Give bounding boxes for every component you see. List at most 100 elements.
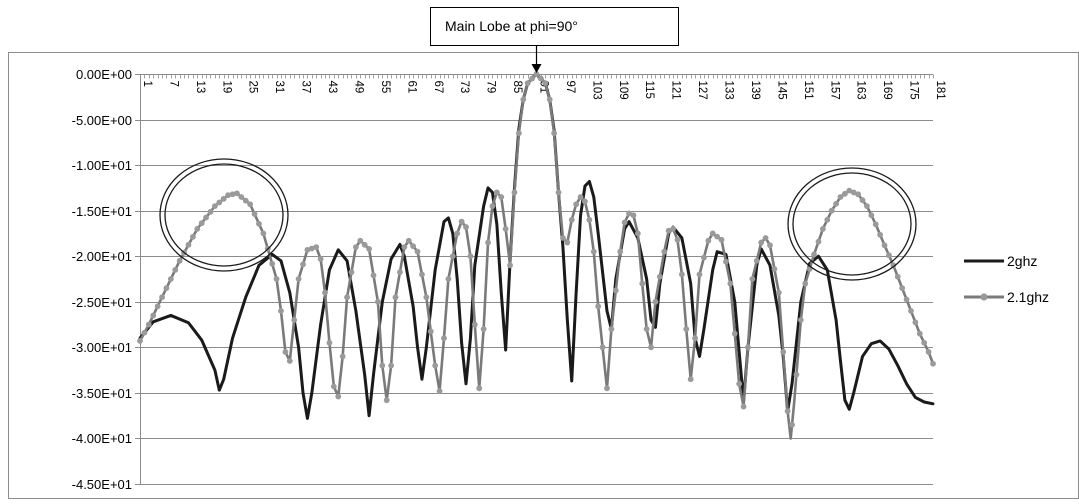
x-tick-label: 79 xyxy=(485,81,497,94)
series-point-2.1ghz xyxy=(352,244,359,251)
series-point-2.1ghz xyxy=(881,242,888,249)
legend-label-2ghz: 2ghz xyxy=(1007,253,1037,269)
series-point-2.1ghz xyxy=(599,344,606,351)
series-point-2.1ghz xyxy=(423,294,430,301)
x-tick-label: 7 xyxy=(167,81,179,87)
x-tick-label: 55 xyxy=(379,81,391,94)
series-point-2.1ghz xyxy=(758,239,765,246)
series-point-2.1ghz xyxy=(176,257,183,264)
series-point-2.1ghz xyxy=(687,376,694,383)
series-point-2.1ghz xyxy=(247,201,254,208)
series-point-2.1ghz xyxy=(401,244,408,251)
series-point-2.1ghz xyxy=(718,236,725,243)
series-point-2.1ghz xyxy=(775,289,782,296)
series-point-2.1ghz xyxy=(225,192,232,199)
series-point-2.1ghz xyxy=(930,360,936,367)
series-point-2.1ghz xyxy=(692,335,698,342)
x-tick-label: 103 xyxy=(590,81,602,100)
series-point-2.1ghz xyxy=(674,236,681,243)
series-point-2.1ghz xyxy=(436,388,443,394)
series-point-2.1ghz xyxy=(286,358,293,364)
x-tick-label: 163 xyxy=(855,81,867,100)
series-point-2.1ghz xyxy=(643,326,650,333)
series-point-2.1ghz xyxy=(811,251,817,258)
series-point-2.1ghz xyxy=(392,294,399,301)
series-point-2.1ghz xyxy=(656,273,663,280)
series-point-2.1ghz xyxy=(410,243,417,250)
series-point-2.1ghz xyxy=(194,225,201,232)
series-point-2.1ghz xyxy=(282,348,289,355)
x-tick-label: 127 xyxy=(696,81,708,100)
x-tick-label: 109 xyxy=(617,81,629,100)
series-point-2.1ghz xyxy=(789,421,795,428)
series-point-2.1ghz xyxy=(511,189,518,196)
series-point-2.1ghz xyxy=(780,348,787,355)
series-point-2.1ghz xyxy=(150,312,157,319)
series-point-2.1ghz xyxy=(366,246,372,252)
series-point-2.1ghz xyxy=(388,362,395,369)
series-point-2.1ghz xyxy=(546,96,553,103)
series-point-2.1ghz xyxy=(471,321,478,328)
series-point-2.1ghz xyxy=(634,230,641,237)
series-point-2.1ghz xyxy=(216,199,223,206)
legend: 2ghz 2.1ghz xyxy=(964,253,1049,305)
highlight-circle-right xyxy=(787,167,917,281)
series-point-2.1ghz xyxy=(189,233,196,240)
y-tick-label: -2.50E+01 xyxy=(72,295,132,310)
series-point-2.1ghz xyxy=(740,403,747,410)
series-point-2.1ghz xyxy=(326,339,333,346)
series-point-2.1ghz xyxy=(397,269,403,276)
x-tick-label: 175 xyxy=(908,81,920,100)
series-point-2.1ghz xyxy=(612,287,619,294)
series-point-2.1ghz xyxy=(322,289,328,296)
x-axis: 1 7 13 19 25 31 37 43 49 55 61 67 73 79 85 91 97 103 109 11… xyxy=(140,74,946,100)
annotation-arrow-head xyxy=(531,64,542,73)
series-point-2.1ghz xyxy=(573,201,580,208)
series-point-2.1ghz xyxy=(304,246,311,253)
series-point-2.1ghz xyxy=(850,189,857,196)
highlight-circle-left xyxy=(159,158,289,272)
series-point-2.1ghz xyxy=(890,262,897,269)
main-lobe-annotation: Main Lobe at phi=90° xyxy=(430,7,679,73)
series-point-2.1ghz xyxy=(912,319,919,326)
series-point-2.1ghz xyxy=(595,303,602,310)
series-point-2.1ghz xyxy=(220,195,227,202)
series-point-2.1ghz xyxy=(529,75,535,82)
series-point-2.1ghz xyxy=(568,216,575,223)
series-point-2.1ghz xyxy=(238,194,245,200)
series-point-2.1ghz xyxy=(678,271,685,278)
series-point-2.1ghz xyxy=(855,191,862,198)
series-point-2.1ghz xyxy=(736,380,743,387)
series-point-2.1ghz xyxy=(868,212,875,219)
series-point-2.1ghz xyxy=(317,256,324,262)
x-tick-label: 19 xyxy=(220,81,232,94)
series-point-2.1ghz xyxy=(515,130,522,137)
series-point-2.1ghz xyxy=(731,330,738,337)
series-point-2.1ghz xyxy=(300,261,306,268)
x-tick-label: 13 xyxy=(194,81,206,94)
series-point-2.1ghz xyxy=(617,248,624,255)
series-point-2.1ghz xyxy=(864,203,870,210)
x-tick-label: 121 xyxy=(670,81,682,100)
x-tick-label: 49 xyxy=(352,81,364,94)
y-tick-label: 0.00E+00 xyxy=(76,67,132,82)
series-point-2.1ghz xyxy=(872,221,879,228)
series-point-2.1ghz xyxy=(859,197,866,204)
series-point-2.1ghz xyxy=(339,353,346,360)
legend-marker-2.1ghz xyxy=(980,293,988,301)
series-point-2.1ghz xyxy=(683,326,690,333)
series-point-2.1ghz xyxy=(648,344,654,351)
x-tick-label: 139 xyxy=(749,81,761,100)
series-point-2.1ghz xyxy=(185,241,192,248)
series-point-2.1ghz xyxy=(908,307,914,314)
series-point-2.1ghz xyxy=(538,75,544,82)
series-point-2.1ghz xyxy=(172,266,179,273)
x-tick-label: 169 xyxy=(881,81,893,100)
series-point-2.1ghz xyxy=(145,321,152,328)
series-point-2.1ghz xyxy=(753,257,760,264)
series-point-2.1ghz xyxy=(308,245,315,252)
series-point-2.1ghz xyxy=(696,271,703,278)
series-point-2.1ghz xyxy=(273,276,280,282)
annotation-text: Main Lobe at phi=90° xyxy=(445,18,578,34)
series-point-2.1ghz xyxy=(414,248,421,255)
